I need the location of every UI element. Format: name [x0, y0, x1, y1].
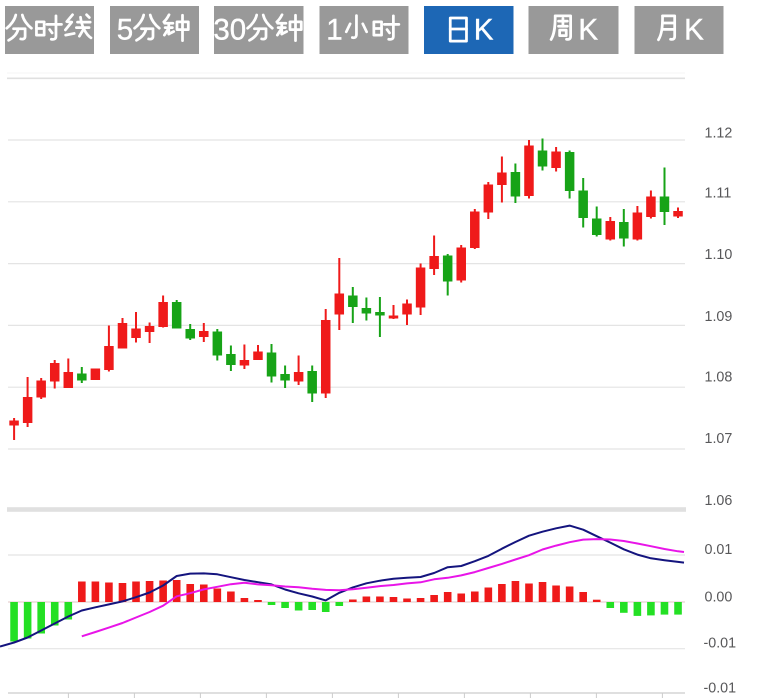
svg-text:1.08: 1.08 — [705, 370, 733, 386]
svg-text:1.11: 1.11 — [705, 186, 732, 202]
svg-text:1.09: 1.09 — [705, 309, 733, 325]
svg-text:K: K — [684, 14, 704, 47]
svg-text:0.00: 0.00 — [705, 590, 733, 606]
svg-text:1.12: 1.12 — [705, 126, 733, 142]
svg-text:-0.01: -0.01 — [704, 680, 737, 696]
svg-text:-0.01: -0.01 — [704, 636, 737, 652]
svg-text:1.06: 1.06 — [705, 493, 733, 509]
svg-text:30: 30 — [213, 14, 246, 47]
svg-text:0.01: 0.01 — [705, 542, 733, 558]
svg-text:1.07: 1.07 — [705, 431, 733, 447]
svg-text:K: K — [474, 14, 494, 47]
svg-text:1: 1 — [326, 14, 342, 47]
svg-text:K: K — [578, 14, 598, 47]
svg-text:1.10: 1.10 — [705, 247, 733, 263]
svg-text:5: 5 — [117, 14, 133, 47]
